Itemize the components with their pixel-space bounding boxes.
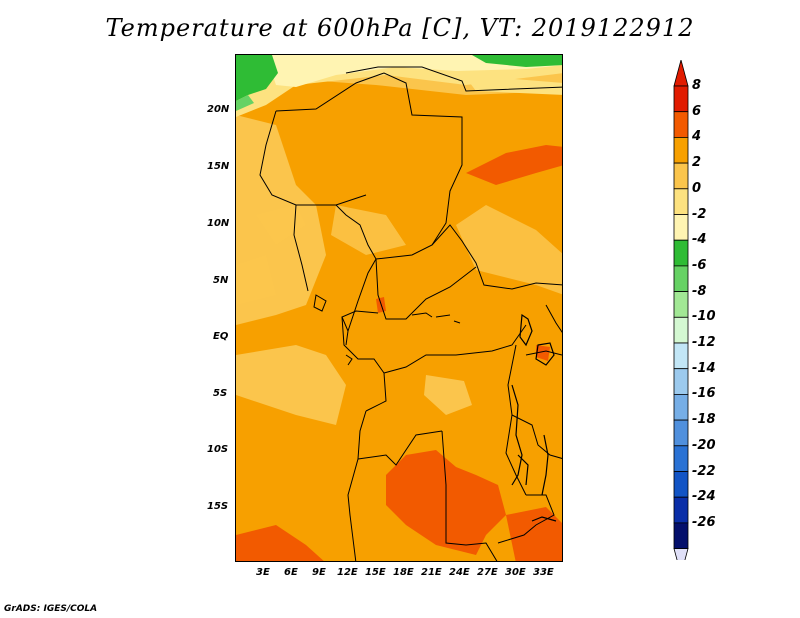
colorbar-label: 4 — [692, 129, 702, 145]
lat-tick-10s: 10S — [207, 444, 229, 455]
colorbar-label: -12 — [692, 335, 716, 350]
lat-tick-15s: 15S — [207, 501, 229, 512]
colorbar-cell — [673, 265, 689, 292]
lat-tick-15n: 15N — [207, 161, 230, 172]
chart-title: Temperature at 600hPa [C], VT: 201912291… — [105, 14, 695, 42]
colorbar-label: -24 — [692, 489, 716, 505]
lon-tick-18e: 18E — [393, 567, 414, 578]
colorbar-label: -14 — [692, 360, 716, 376]
lon-tick-9e: 9E — [312, 567, 326, 578]
colorbar-label: -4 — [692, 232, 707, 248]
colorbar-label: -18 — [692, 412, 716, 428]
field-band-4-6-se — [236, 507, 562, 561]
colorbar-cell — [673, 137, 689, 164]
colorbar-label: -6 — [692, 257, 707, 273]
temperature-map — [236, 55, 562, 561]
colorbar-cell — [673, 419, 689, 447]
colorbar-label: -20 — [692, 437, 716, 453]
colorbar — [673, 60, 689, 560]
field-green-nw-edge — [236, 95, 254, 111]
lake-outlines — [511, 313, 557, 522]
colorbar-label: 8 — [692, 78, 702, 93]
grads-credit: GrADS: IGES/COLA — [4, 604, 98, 614]
colorbar-cell — [673, 188, 689, 215]
colorbar-label: -16 — [692, 386, 716, 402]
field-green-nw — [236, 55, 278, 101]
lon-tick-21e: 21E — [421, 567, 442, 578]
lat-tick-eq: EQ — [213, 331, 229, 342]
colorbar-label: -10 — [692, 309, 716, 325]
colorbar-cell — [673, 111, 689, 138]
colorbar-label: -22 — [692, 463, 716, 479]
colorbar-cell — [673, 214, 689, 241]
colorbar-label: -8 — [692, 283, 707, 299]
colorbar-label: 2 — [692, 155, 702, 171]
lon-tick-12e: 12E — [337, 567, 358, 578]
lon-tick-3e: 3E — [256, 567, 270, 578]
field-green-n — [472, 55, 562, 67]
colorbar-cell — [673, 291, 689, 318]
lon-tick-15e: 15E — [365, 567, 386, 578]
colorbar-cell — [673, 471, 689, 498]
colorbar-cell — [673, 239, 689, 267]
lon-tick-27e: 27E — [477, 567, 498, 578]
colorbar-label: -2 — [692, 206, 707, 222]
colorbar-cell — [673, 342, 689, 370]
field-band-4-6-ne — [466, 145, 562, 185]
colorbar-arrow-top — [673, 60, 689, 87]
colorbar-cell — [673, 316, 689, 344]
colorbar-cell — [673, 368, 689, 395]
colorbar-cell — [673, 496, 689, 524]
colorbar-cell — [673, 85, 689, 113]
field-band-0-2-sw — [236, 205, 562, 305]
colorbar-label: -26 — [692, 514, 716, 530]
lon-tick-6e: 6E — [284, 567, 298, 578]
colorbar-cells — [673, 60, 689, 560]
lon-tick-24e: 24E — [449, 567, 470, 578]
colorbar-arrow-bottom — [673, 548, 689, 560]
colorbar-cell — [673, 162, 689, 190]
colorbar-label: 0 — [692, 180, 702, 196]
lat-tick-20n: 20N — [207, 104, 230, 115]
country-borders — [259, 66, 562, 561]
map-area — [235, 54, 563, 562]
lat-tick-5n: 5N — [213, 275, 229, 286]
lat-tick-5s: 5S — [213, 388, 228, 399]
colorbar-cell — [673, 522, 689, 549]
colorbar-cell — [673, 393, 689, 421]
lon-tick-30e: 30E — [505, 567, 526, 578]
lon-tick-33e: 33E — [533, 567, 554, 578]
lat-tick-10n: 10N — [207, 218, 230, 229]
colorbar-label: 6 — [692, 103, 702, 119]
colorbar-cell — [673, 445, 689, 472]
